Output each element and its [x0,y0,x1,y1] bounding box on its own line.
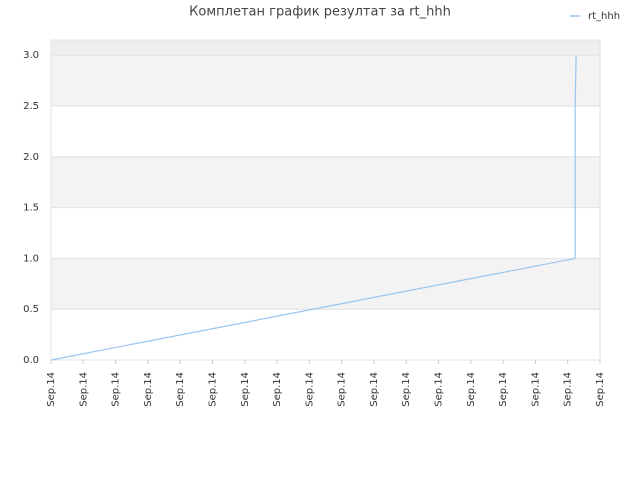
y-tick-label: 0.5 [23,304,39,315]
plot-band [51,156,600,208]
x-tick-label: Sep.14 [337,372,348,407]
x-tick-label: Sep.14 [207,372,218,407]
plot-border [50,39,601,361]
line-series [50,55,577,361]
x-tick-label: Sep.14 [498,372,509,407]
y-tick-label: 3.0 [23,50,39,61]
x-tick-label: Sep.14 [401,372,412,407]
plot-background [51,40,600,56]
x-tick-label: Sep.14 [304,372,315,407]
plot-band [51,55,600,107]
x-tick-label: Sep.14 [46,372,57,407]
x-tick-label: Sep.14 [563,372,574,407]
x-tick-label: Sep.14 [369,372,380,407]
plot-band [51,258,600,310]
x-tick-label: Sep.14 [530,372,541,407]
x-tick-label: Sep.14 [143,372,154,407]
x-tick-label: Sep.14 [175,372,186,407]
x-tick-label: Sep.14 [240,372,251,407]
y-tick-label: 2.5 [23,101,39,112]
x-tick-label: Sep.14 [78,372,89,407]
y-tick-label: 2.0 [23,152,39,163]
chart-title: Комплетан график резултат за rt_hhh [189,5,451,20]
legend-label: rt_hhh [588,11,620,22]
x-tick-label: Sep.14 [595,372,606,407]
y-tick-label: 1.0 [23,253,39,264]
y-tick-label: 1.5 [23,203,39,214]
x-tick-label: Sep.14 [272,372,283,407]
x-tick-label: Sep.14 [111,372,122,407]
x-tick-label: Sep.14 [466,372,477,407]
y-tick-label: 0.0 [23,355,39,366]
x-tick-label: Sep.14 [434,372,445,407]
